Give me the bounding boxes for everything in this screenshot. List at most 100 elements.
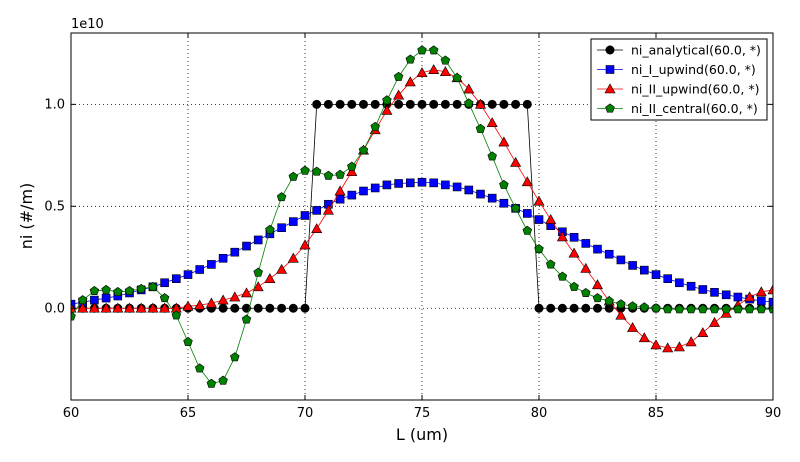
y-tick-label: 1.0 — [44, 97, 65, 112]
data-point — [628, 261, 637, 270]
data-point — [580, 262, 592, 273]
data-point — [767, 284, 773, 295]
data-point — [533, 195, 545, 206]
legend-marker — [604, 83, 616, 94]
data-point — [358, 99, 368, 109]
data-point — [370, 99, 380, 109]
data-point — [207, 260, 216, 269]
data-point — [230, 303, 240, 313]
data-point — [276, 263, 288, 274]
data-point — [195, 265, 204, 274]
data-point — [183, 270, 193, 279]
data-point — [300, 165, 310, 175]
data-point — [592, 303, 602, 313]
data-point — [265, 224, 275, 234]
data-point — [359, 186, 368, 196]
data-point — [464, 98, 474, 108]
data-point — [569, 281, 579, 291]
x-axis-label: L (um) — [396, 425, 448, 444]
data-point — [627, 301, 638, 311]
data-point — [253, 235, 263, 245]
data-point — [205, 297, 217, 308]
legend-box — [590, 38, 768, 121]
x-tick-label: 75 — [414, 406, 431, 421]
data-point — [335, 99, 345, 109]
data-point — [698, 285, 708, 294]
data-point — [511, 99, 521, 109]
data-point — [499, 198, 509, 208]
axis-ticks: 60 65 70 75 80 85 90 0.0 0.5 1.0 — [44, 33, 781, 421]
data-point — [89, 285, 100, 295]
data-point — [322, 204, 334, 215]
data-point — [218, 375, 228, 385]
data-point — [77, 302, 89, 313]
data-point — [463, 83, 475, 94]
legend-label: ni_II_upwind(60.0, *) — [631, 82, 759, 97]
data-point — [673, 341, 685, 352]
legend: ni_analytical(60.0, *) ni_I_upwind(60.0, … — [590, 38, 768, 121]
data-point — [534, 244, 544, 254]
data-point — [148, 281, 158, 291]
data-point — [382, 95, 392, 105]
data-point — [510, 203, 521, 213]
data-point — [252, 281, 264, 292]
data-point — [452, 72, 462, 82]
data-point — [428, 45, 439, 55]
data-point — [768, 304, 773, 314]
data-point — [593, 244, 602, 254]
data-point — [581, 239, 591, 248]
y-offset-label: 1e10 — [71, 17, 104, 32]
data-point — [417, 177, 427, 187]
data-point — [708, 316, 721, 327]
x-tick-label: 90 — [765, 406, 782, 421]
data-point — [182, 300, 194, 311]
legend-label: ni_I_upwind(60.0, *) — [631, 62, 756, 77]
data-point — [112, 302, 124, 313]
y-axis-label: ni (#/m) — [17, 183, 36, 250]
data-point — [382, 180, 392, 190]
data-point — [194, 299, 206, 310]
legend-label: ni_II_central(60.0, *) — [631, 101, 758, 116]
data-point — [721, 290, 731, 300]
data-point — [756, 304, 767, 314]
data-point — [604, 249, 614, 259]
data-point — [744, 304, 755, 314]
data-point — [347, 99, 357, 109]
y-tick-label: 0.0 — [44, 301, 65, 316]
data-point — [534, 215, 544, 224]
data-point — [171, 310, 182, 320]
series-3 — [71, 45, 773, 388]
data-point — [405, 54, 416, 64]
data-point — [464, 185, 474, 195]
data-point — [101, 293, 111, 303]
data-point — [499, 99, 509, 109]
data-point — [650, 339, 662, 350]
data-point — [277, 223, 286, 233]
data-point — [733, 304, 743, 314]
x-tick-label: 85 — [648, 406, 665, 421]
data-point — [487, 193, 497, 203]
data-point — [71, 299, 76, 309]
data-point — [452, 99, 462, 109]
data-point — [556, 231, 568, 242]
data-point — [604, 296, 614, 306]
data-point — [686, 281, 696, 291]
data-point — [287, 252, 299, 263]
data-point — [393, 89, 405, 100]
x-tick-label: 80 — [531, 406, 548, 421]
data-point — [569, 232, 579, 242]
data-point — [77, 295, 88, 305]
data-point — [381, 104, 393, 115]
legend-label: ni_analytical(60.0, *) — [631, 43, 761, 58]
data-point — [393, 71, 404, 81]
data-point — [592, 293, 603, 303]
data-point — [230, 247, 240, 257]
data-point — [698, 304, 708, 314]
data-point — [71, 311, 76, 321]
data-point — [662, 342, 674, 353]
data-point — [135, 302, 147, 313]
data-point — [241, 314, 252, 324]
data-point — [486, 117, 498, 128]
data-point — [229, 291, 241, 302]
data-point — [522, 209, 532, 218]
